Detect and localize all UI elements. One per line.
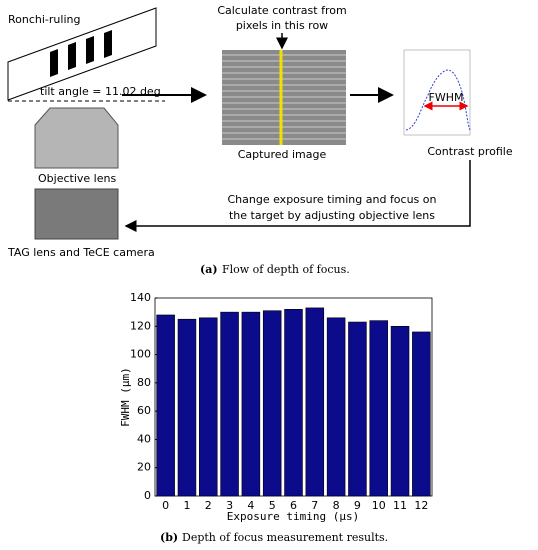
bar [177, 318, 197, 497]
profile-curve [405, 69, 471, 131]
tilt-label: tilt angle = 11.02 deg [40, 85, 161, 98]
x-tick-label: 9 [354, 499, 361, 512]
y-tick-label: 140 [130, 291, 151, 304]
profile-plot [403, 49, 471, 136]
y-tick-label: 100 [130, 348, 151, 361]
captured-label: Captured image [238, 148, 327, 161]
image-stripes [222, 54, 346, 140]
x-tick-label: 8 [333, 499, 340, 512]
fwhm-label: FWHM [429, 91, 464, 104]
bar [241, 311, 261, 497]
x-tick-label: 3 [226, 499, 233, 512]
camera-label: TAG lens and TeCE camera [7, 246, 155, 259]
objective-label: Objective lens [38, 172, 116, 185]
x-tick-label: 1 [183, 499, 190, 512]
y-tick-label: 120 [130, 319, 151, 332]
calc-label: Calculate contrast from [217, 4, 346, 17]
ronchi-label: Ronchi-ruling [8, 13, 80, 26]
bar [412, 331, 431, 497]
caption-text: Flow of depth of focus. [222, 263, 350, 276]
x-tick-label: 6 [290, 499, 297, 512]
feedback-arrow [124, 160, 471, 232]
bar [326, 317, 346, 497]
bar [305, 307, 325, 497]
feedback-label: Change exposure timing and focus on [228, 193, 437, 206]
x-tick-label: 10 [372, 499, 386, 512]
feedback-label: the target by adjusting objective lens [229, 209, 435, 222]
bar [348, 321, 367, 497]
ruling-stripes [50, 30, 112, 77]
caption-label: (a) [200, 263, 218, 276]
y-axis-label: FWHM (µm) [119, 367, 132, 427]
objective-lens [34, 107, 119, 169]
x-tick-label: 11 [393, 499, 407, 512]
y-tick-label: 40 [137, 432, 151, 445]
y-tick-label: 0 [144, 489, 151, 502]
calc-label: pixels in this row [236, 19, 328, 32]
bar [284, 309, 303, 497]
caption-text: Depth of focus measurement results. [182, 531, 388, 544]
x-tick-label: 5 [269, 499, 276, 512]
camera [34, 188, 119, 240]
x-tick-label: 12 [414, 499, 428, 512]
bar [369, 320, 388, 497]
bar [262, 310, 282, 497]
profile-label: Contrast profile [427, 145, 512, 158]
ruling-plate [7, 7, 157, 101]
x-tick-label: 4 [247, 499, 254, 512]
y-tick-label: 60 [137, 404, 151, 417]
bar [390, 325, 410, 497]
caption-label: (b) [160, 531, 178, 544]
bar [220, 311, 239, 497]
bar [199, 317, 218, 497]
x-tick-label: 0 [162, 499, 169, 512]
y-tick-label: 20 [137, 461, 151, 474]
x-tick-label: 7 [311, 499, 318, 512]
bar [156, 314, 175, 497]
x-tick-label: 2 [205, 499, 212, 512]
y-tick-label: 80 [137, 376, 151, 389]
x-axis-label: Exposure timing (µs) [227, 510, 359, 523]
